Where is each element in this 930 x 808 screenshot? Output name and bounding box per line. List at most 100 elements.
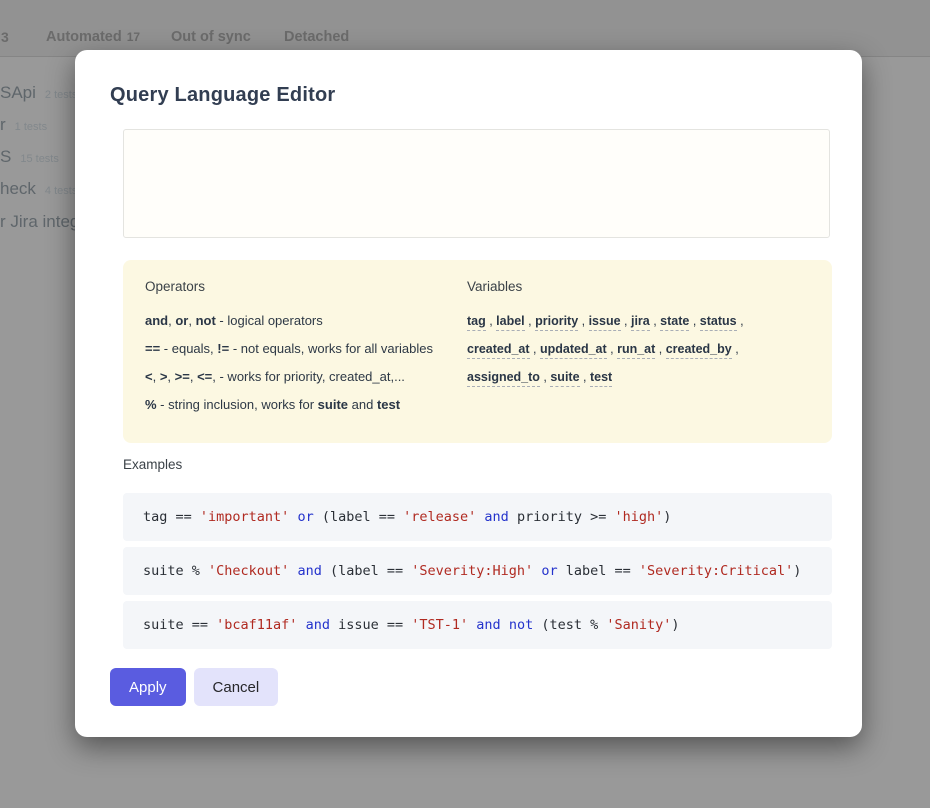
- suite-list-item[interactable]: heck 4 tests: [0, 179, 77, 199]
- variables-line: created_at , updated_at , run_at , creat…: [467, 335, 810, 363]
- dialog-actions: Apply Cancel: [110, 668, 279, 706]
- text-segment: tag: [467, 314, 486, 331]
- suite-test-count: 2 tests: [44, 89, 78, 101]
- cancel-button[interactable]: Cancel: [193, 668, 279, 706]
- text-segment: 'Severity:High': [411, 563, 534, 579]
- query-input[interactable]: [123, 129, 830, 238]
- operator-row: <, >, >=, <=, - works for priority, crea…: [145, 363, 467, 391]
- text-segment: test: [376, 397, 401, 412]
- dialog-title: Query Language Editor: [110, 84, 336, 106]
- suite-list-item[interactable]: r Jira integr: [0, 212, 85, 232]
- text-segment: 'bcaf11af': [216, 617, 298, 633]
- text-segment: 'high': [614, 509, 664, 525]
- suite-test-count: 4 tests: [44, 185, 78, 197]
- text-segment: not: [508, 617, 534, 633]
- text-segment: jira: [630, 314, 650, 331]
- suite-name: S: [0, 147, 12, 166]
- text-segment: ,: [524, 314, 536, 328]
- text-segment: (label ==: [321, 563, 412, 579]
- tab-automated[interactable]: Automated 17: [46, 29, 140, 45]
- text-segment: or: [297, 509, 314, 525]
- text-segment: and: [484, 509, 509, 525]
- text-segment: [297, 617, 305, 633]
- text-segment: - not equals, works for all variables: [229, 341, 433, 356]
- text-segment: ,: [649, 314, 661, 328]
- text-segment: suite: [317, 397, 349, 412]
- suite-name: heck: [0, 179, 36, 198]
- text-segment: created_by: [665, 342, 732, 359]
- text-segment: state: [660, 314, 690, 331]
- text-segment: ): [663, 509, 672, 525]
- text-segment: ==: [145, 341, 161, 356]
- tab-count: 3: [1, 29, 9, 45]
- operator-row: == - equals, != - not equals, works for …: [145, 335, 467, 363]
- text-segment: , - works for priority, created_at,...: [212, 369, 405, 384]
- text-segment: created_at: [467, 342, 530, 359]
- examples-heading: Examples: [123, 457, 183, 472]
- suite-test-count: 1 tests: [14, 121, 48, 133]
- suite-list-item[interactable]: S 15 tests: [0, 147, 59, 167]
- text-segment: ,: [152, 369, 160, 384]
- text-segment: ): [793, 563, 802, 579]
- text-segment: <=: [197, 369, 213, 384]
- text-segment: ,: [606, 342, 618, 356]
- text-segment: ,: [655, 342, 666, 356]
- text-segment: assigned_to: [467, 370, 540, 387]
- apply-button[interactable]: Apply: [110, 668, 186, 706]
- tab-partial[interactable]: 3: [1, 29, 9, 46]
- tab-out-of-sync[interactable]: Out of sync: [171, 29, 251, 45]
- tab-label: Out of sync: [171, 29, 251, 45]
- text-segment: 'important': [199, 509, 290, 525]
- tab-detached[interactable]: Detached: [284, 29, 349, 45]
- text-segment: ,: [539, 370, 551, 384]
- tab-bar: 3 Automated 17 Out of sync Detached: [0, 0, 930, 57]
- variables-line: assigned_to , suite , test: [467, 363, 810, 391]
- text-segment: and: [305, 617, 330, 633]
- text-segment: priority: [535, 314, 579, 331]
- text-segment: or: [175, 313, 189, 328]
- text-segment: 'Sanity': [606, 617, 672, 633]
- example-query-code: tag == 'important' or (label == 'release…: [143, 509, 671, 525]
- text-segment: 'release': [403, 509, 477, 525]
- text-segment: !=: [217, 341, 230, 356]
- text-segment: >: [159, 369, 168, 384]
- text-segment: and: [297, 563, 322, 579]
- text-segment: ,: [189, 369, 198, 384]
- text-segment: 'Severity:Critical': [638, 563, 794, 579]
- text-segment: >=: [174, 369, 190, 384]
- text-segment: and: [476, 617, 501, 633]
- tab-label: Detached: [284, 29, 350, 45]
- example-query-code: suite % 'Checkout' and (label == 'Severi…: [143, 563, 801, 579]
- text-segment: [501, 617, 509, 633]
- text-segment: (label ==: [313, 509, 404, 525]
- text-segment: and: [145, 313, 169, 328]
- variables-column: Variables tag , label , priority , issue…: [467, 278, 810, 425]
- suite-list-item[interactable]: SApi 2 tests: [0, 83, 77, 103]
- text-segment: - logical operators: [215, 313, 323, 328]
- text-segment: ,: [689, 314, 700, 328]
- text-segment: ,: [578, 314, 589, 328]
- text-segment: ,: [620, 314, 631, 328]
- text-segment: updated_at: [539, 342, 607, 359]
- operators-column: Operators and, or, not - logical operato…: [145, 278, 467, 425]
- text-segment: ,: [731, 342, 739, 356]
- example-query-box: tag == 'important' or (label == 'release…: [123, 493, 832, 541]
- text-segment: <: [145, 369, 153, 384]
- text-segment: ): [671, 617, 680, 633]
- suite-list-item[interactable]: r 1 tests: [0, 115, 47, 135]
- suite-test-count: 15 tests: [20, 153, 59, 165]
- suite-name: r: [0, 115, 6, 134]
- text-segment: test: [589, 370, 613, 387]
- text-segment: and: [348, 397, 377, 412]
- text-segment: - string inclusion, works for: [156, 397, 318, 412]
- text-segment: not: [195, 313, 216, 328]
- text-segment: ,: [168, 313, 176, 328]
- operators-heading: Operators: [145, 279, 206, 294]
- operator-row: % - string inclusion, works for suite an…: [145, 391, 467, 419]
- variables-heading: Variables: [467, 279, 523, 294]
- example-query-box: suite % 'Checkout' and (label == 'Severi…: [123, 547, 832, 595]
- text-segment: suite: [550, 370, 580, 387]
- operator-row: and, or, not - logical operators: [145, 307, 467, 335]
- text-segment: - equals,: [160, 341, 218, 356]
- text-segment: tag ==: [143, 509, 200, 525]
